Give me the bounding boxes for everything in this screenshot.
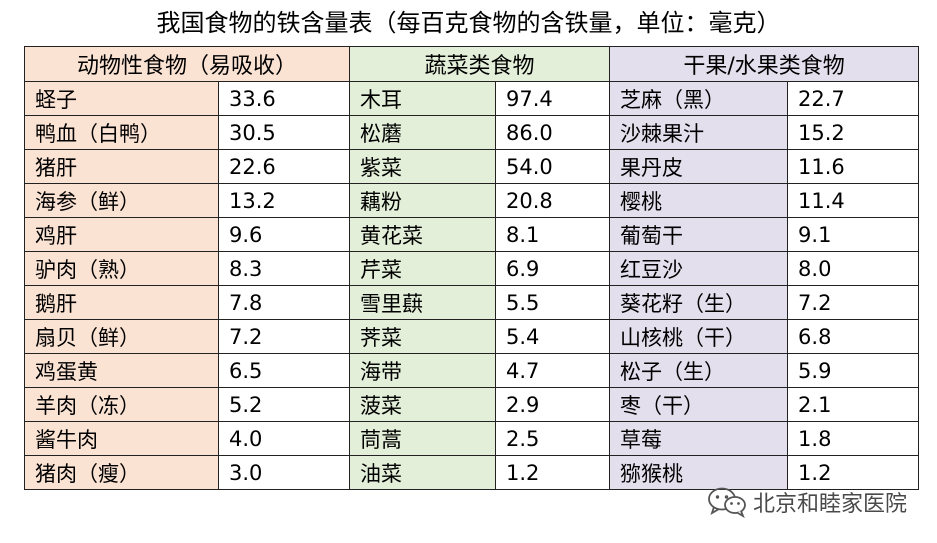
- header-fruit-foods: 干果/水果类食物: [609, 46, 920, 82]
- animal-food-name: 鸡肝: [24, 217, 219, 252]
- fruit-food-iron-value: 6.8: [787, 319, 920, 354]
- fruit-food-name: 芝麻（黑）: [609, 81, 789, 116]
- vegetable-food-name: 松蘑: [349, 115, 497, 150]
- table-row: 鸭血（白鸭） 30.5 松蘑 86.0 沙棘果汁 15.2: [24, 115, 920, 150]
- table-row: 羊肉（冻） 5.2 菠菜 2.9 枣（干） 2.1: [24, 387, 920, 422]
- table-row: 鹅肝 7.8 雪里蕻 5.5 葵花籽（生） 7.2: [24, 285, 920, 320]
- animal-food-iron-value: 4.0: [217, 421, 351, 456]
- animal-food-iron-value: 30.5: [217, 115, 351, 150]
- animal-food-name: 驴肉（熟）: [24, 251, 219, 286]
- vegetable-food-iron-value: 8.1: [495, 217, 611, 252]
- watermark-text: 北京和睦家医院: [752, 492, 907, 517]
- table-row: 鸡肝 9.6 黄花菜 8.1 葡萄干 9.1: [24, 217, 920, 252]
- table-row: 酱牛肉 4.0 茼蒿 2.5 草莓 1.8: [24, 421, 920, 456]
- fruit-food-name: 枣（干）: [609, 387, 789, 422]
- animal-food-name: 猪肝: [24, 149, 219, 184]
- vegetable-food-iron-value: 1.2: [495, 455, 611, 490]
- fruit-food-iron-value: 7.2: [787, 285, 920, 320]
- fruit-food-name: 葡萄干: [609, 217, 789, 252]
- fruit-food-name: 松子（生）: [609, 353, 789, 388]
- vegetable-food-iron-value: 97.4: [495, 81, 611, 116]
- animal-food-iron-value: 9.6: [217, 217, 351, 252]
- watermark: 北京和睦家医院: [707, 484, 907, 520]
- vegetable-food-iron-value: 5.4: [495, 319, 611, 354]
- fruit-food-name: 山核桃（干）: [609, 319, 789, 354]
- vegetable-food-name: 茼蒿: [349, 421, 497, 456]
- vegetable-food-iron-value: 5.5: [495, 285, 611, 320]
- fruit-food-iron-value: 11.4: [787, 183, 920, 218]
- animal-food-iron-value: 33.6: [217, 81, 351, 116]
- vegetable-food-name: 菠菜: [349, 387, 497, 422]
- fruit-food-iron-value: 15.2: [787, 115, 920, 150]
- wechat-icon: [708, 487, 746, 518]
- fruit-food-iron-value: 1.8: [787, 421, 920, 456]
- vegetable-food-name: 荠菜: [349, 319, 497, 354]
- vegetable-food-name: 紫菜: [349, 149, 497, 184]
- animal-food-iron-value: 8.3: [217, 251, 351, 286]
- table-row: 驴肉（熟） 8.3 芹菜 6.9 红豆沙 8.0: [24, 251, 920, 286]
- animal-food-name: 扇贝（鲜）: [24, 319, 219, 354]
- vegetable-food-iron-value: 2.9: [495, 387, 611, 422]
- fruit-food-name: 沙棘果汁: [609, 115, 789, 150]
- fruit-food-name: 樱桃: [609, 183, 789, 218]
- animal-food-name: 猪肉（瘦）: [24, 455, 219, 490]
- vegetable-food-iron-value: 54.0: [495, 149, 611, 184]
- table-row: 海参（鲜） 13.2 藕粉 20.8 樱桃 11.4: [24, 183, 920, 218]
- vegetable-food-iron-value: 86.0: [495, 115, 611, 150]
- animal-food-iron-value: 5.2: [217, 387, 351, 422]
- header-vegetable-foods: 蔬菜类食物: [349, 46, 611, 82]
- fruit-food-name: 葵花籽（生）: [609, 285, 789, 320]
- header-animal-foods: 动物性食物（易吸收）: [23, 46, 351, 82]
- animal-food-iron-value: 7.8: [217, 285, 351, 320]
- animal-food-name: 蛏子: [24, 81, 219, 116]
- vegetable-food-name: 黄花菜: [349, 217, 497, 252]
- table-row: 猪肝 22.6 紫菜 54.0 果丹皮 11.6: [24, 149, 920, 184]
- vegetable-food-name: 藕粉: [349, 183, 497, 218]
- fruit-food-name: 猕猴桃: [609, 455, 789, 490]
- vegetable-food-iron-value: 20.8: [495, 183, 611, 218]
- animal-food-name: 海参（鲜）: [24, 183, 219, 218]
- vegetable-food-name: 雪里蕻: [349, 285, 497, 320]
- table-title: 我国食物的铁含量表（每百克食物的含铁量，单位：毫克）: [156, 9, 781, 37]
- table-row: 蛏子 33.6 木耳 97.4 芝麻（黑） 22.7: [24, 81, 920, 116]
- animal-food-iron-value: 22.6: [217, 149, 351, 184]
- vegetable-food-iron-value: 4.7: [495, 353, 611, 388]
- fruit-food-iron-value: 5.9: [787, 353, 920, 388]
- animal-food-iron-value: 3.0: [217, 455, 351, 490]
- animal-food-iron-value: 6.5: [217, 353, 351, 388]
- fruit-food-iron-value: 8.0: [787, 251, 920, 286]
- fruit-food-name: 草莓: [609, 421, 789, 456]
- fruit-food-iron-value: 11.6: [787, 149, 920, 184]
- fruit-food-name: 红豆沙: [609, 251, 789, 286]
- vegetable-food-name: 油菜: [349, 455, 497, 490]
- fruit-food-iron-value: 22.7: [787, 81, 920, 116]
- vegetable-food-iron-value: 6.9: [495, 251, 611, 286]
- animal-food-iron-value: 7.2: [217, 319, 351, 354]
- table-body: 蛏子 33.6 木耳 97.4 芝麻（黑） 22.7 鸭血（白鸭） 30.5 松蘑 86.0 沙棘果…: [24, 81, 920, 490]
- table-row: 扇贝（鲜） 7.2 荠菜 5.4 山核桃（干） 6.8: [24, 319, 920, 354]
- vegetable-food-iron-value: 2.5: [495, 421, 611, 456]
- animal-food-name: 鸭血（白鸭）: [24, 115, 219, 150]
- vegetable-food-name: 木耳: [349, 81, 497, 116]
- animal-food-name: 鸡蛋黄: [24, 353, 219, 388]
- animal-food-name: 羊肉（冻）: [24, 387, 219, 422]
- fruit-food-iron-value: 9.1: [787, 217, 920, 252]
- table-row: 鸡蛋黄 6.5 海带 4.7 松子（生） 5.9: [24, 353, 920, 388]
- fruit-food-iron-value: 1.2: [787, 455, 920, 490]
- iron-content-table: 动物性食物（易吸收） 蔬菜类食物 干果/水果类食物 蛏子 33.6 木耳 97.4 芝麻…: [23, 46, 920, 490]
- vegetable-food-name: 芹菜: [349, 251, 497, 286]
- animal-food-iron-value: 13.2: [217, 183, 351, 218]
- fruit-food-name: 果丹皮: [609, 149, 789, 184]
- table-row: 猪肉（瘦） 3.0 油菜 1.2 猕猴桃 1.2: [24, 455, 920, 490]
- animal-food-name: 酱牛肉: [24, 421, 219, 456]
- header-row: 动物性食物（易吸收） 蔬菜类食物 干果/水果类食物: [23, 46, 920, 82]
- vegetable-food-name: 海带: [349, 353, 497, 388]
- fruit-food-iron-value: 2.1: [787, 387, 920, 422]
- animal-food-name: 鹅肝: [24, 285, 219, 320]
